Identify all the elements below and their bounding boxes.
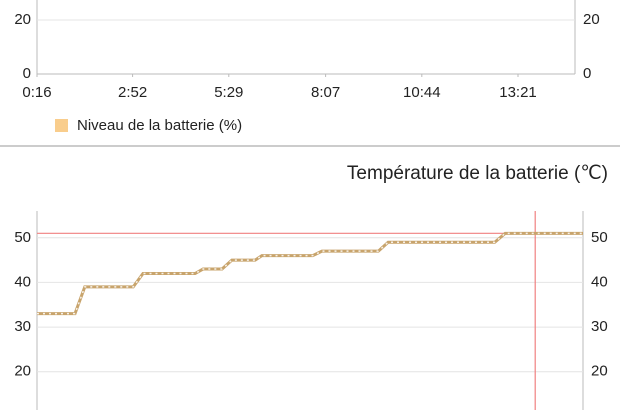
legend-label: Niveau de la batterie (%) [77,117,242,134]
y-tick-label-right: 50 [591,229,608,246]
y-tick-label: 20 [14,363,31,380]
x-tick-label: 2:52 [118,84,147,101]
line-dots [37,232,583,315]
y-tick-label-right: 20 [591,363,608,380]
x-tick-label: 8:07 [311,84,340,101]
x-tick-label: 13:21 [499,84,537,101]
y-tick-label: 30 [14,318,31,335]
y-tick-label: 50 [14,229,31,246]
y-tick-label-right: 20 [583,11,600,28]
temperature-line [37,231,583,316]
y-tick-label: 0 [23,65,31,82]
y-tick-label: 40 [14,273,31,290]
y-tick-label-right: 30 [591,318,608,335]
chart-title: Température de la batterie (℃) [347,163,608,184]
x-tick-label: 10:44 [403,84,441,101]
y-tick-label-right: 0 [583,65,591,82]
x-tick-label: 5:29 [214,84,243,101]
y-tick-label: 20 [14,11,31,28]
legend-swatch [55,119,68,132]
y-tick-label-right: 40 [591,273,608,290]
x-tick-label: 0:16 [22,84,51,101]
